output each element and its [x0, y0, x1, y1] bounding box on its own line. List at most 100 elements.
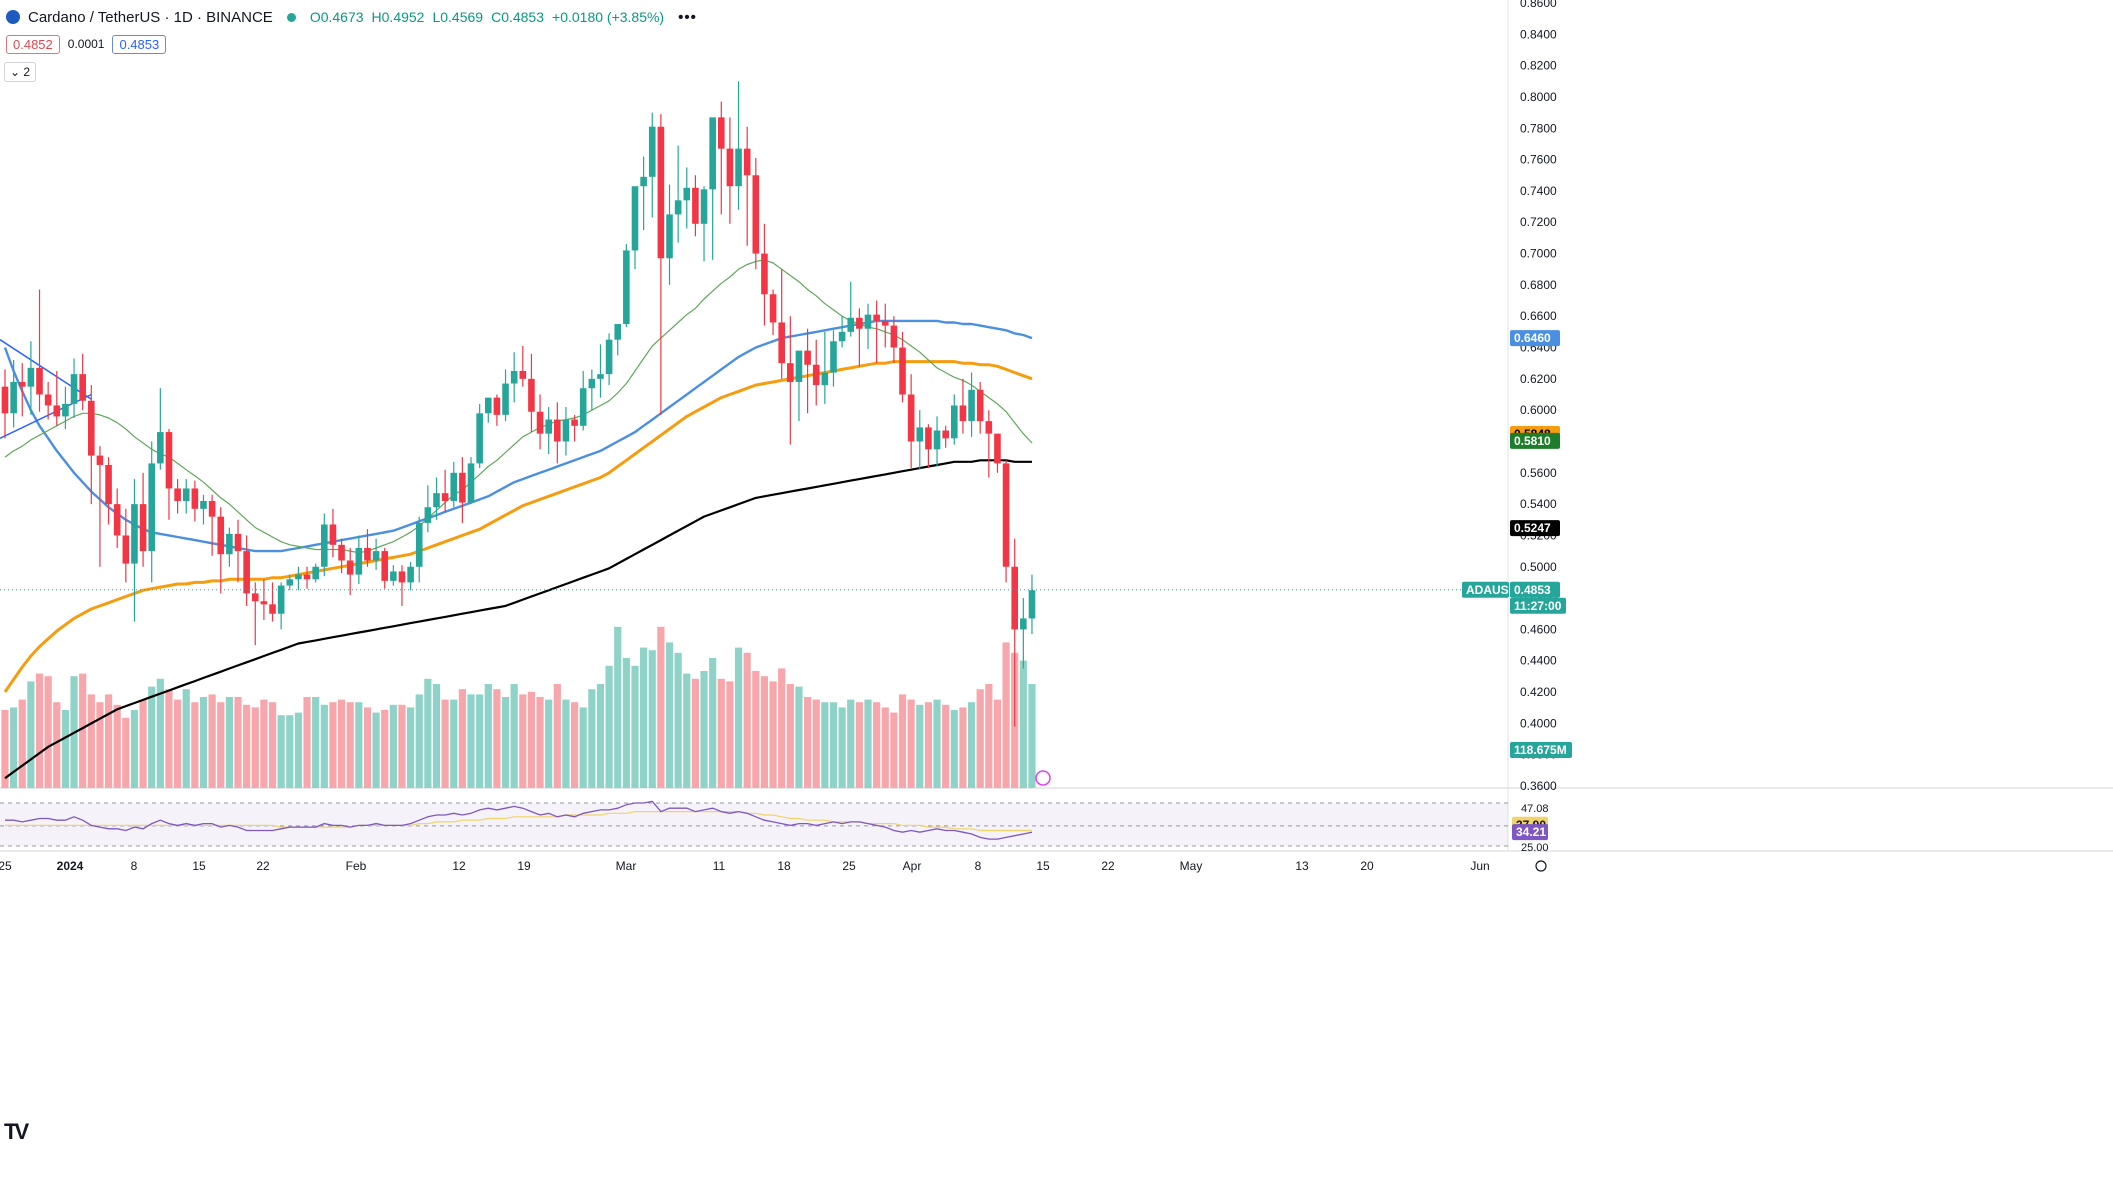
- tradingview-logo[interactable]: TV: [4, 1119, 29, 1144]
- volume-bar: [553, 684, 561, 788]
- volume-bar: [294, 712, 303, 788]
- volume-bar: [260, 699, 268, 788]
- volume-bar: [363, 707, 372, 788]
- candle-body: [62, 403, 69, 417]
- volume-bar: [993, 699, 1002, 788]
- candle-body: [1020, 618, 1027, 630]
- time-axis-label: 25: [0, 859, 12, 873]
- volume-bar: [87, 694, 95, 788]
- candle-body: [174, 488, 181, 501]
- volume-bar: [1, 710, 9, 788]
- ma-fast-price-label-bg: [1510, 432, 1560, 449]
- volume-bar: [829, 702, 838, 788]
- volume-bar: [312, 697, 320, 788]
- volume-bar: [467, 694, 475, 788]
- candle-body: [812, 364, 820, 386]
- candle-body: [459, 472, 466, 503]
- volume-label: 118.675M: [1514, 743, 1567, 757]
- candle-body: [692, 187, 699, 224]
- candle-body: [79, 374, 86, 401]
- volume-bar: [519, 694, 527, 788]
- volume-bar: [622, 658, 630, 788]
- candle-body: [769, 294, 777, 323]
- more-options-icon[interactable]: •••: [678, 8, 697, 26]
- volume-bar: [191, 702, 199, 788]
- time-axis-label: Jun: [1470, 859, 1489, 873]
- candle-body: [148, 463, 156, 552]
- candle-body: [105, 464, 112, 505]
- candle-body: [726, 148, 734, 187]
- volume-bar: [536, 697, 544, 788]
- candle-body: [131, 504, 138, 564]
- last-price-label-bg: [1510, 581, 1560, 598]
- volume-label-bg: [1510, 742, 1572, 758]
- countdown-label: 11:27:00: [1514, 599, 1562, 613]
- volume-bar: [545, 699, 553, 788]
- volume-bar: [148, 686, 156, 788]
- candle-body: [942, 430, 949, 439]
- candle-body: [88, 400, 95, 456]
- candle-body: [821, 372, 829, 386]
- volume-bar: [381, 710, 389, 788]
- volume-bar: [10, 707, 18, 788]
- candle-body: [10, 381, 17, 414]
- volume-bar: [303, 697, 311, 788]
- candle-body: [407, 566, 414, 583]
- time-axis-label: 2024: [57, 859, 84, 873]
- candle-body: [579, 388, 587, 426]
- symbol-price-label-bg: [1462, 581, 1509, 598]
- settings-gear-icon[interactable]: [1535, 860, 1547, 872]
- buy-button[interactable]: 0.4853: [112, 34, 167, 54]
- symbol-header: Cardano / TetherUS · 1D · BINANCE O0.467…: [6, 6, 697, 28]
- candle-body: [830, 341, 837, 373]
- volume-bar: [493, 689, 501, 788]
- volume-bar: [898, 694, 907, 788]
- volume-bar: [614, 626, 622, 788]
- ohlc-low: L0.4569: [432, 9, 484, 25]
- price-tick-label: 0.4200: [1520, 685, 1557, 699]
- volume-bar: [795, 686, 803, 788]
- cardano-logo-icon: [6, 10, 20, 24]
- candle-body: [18, 381, 26, 387]
- volume-bar: [942, 704, 950, 788]
- indicator-collapse-button[interactable]: ⌄ 2: [4, 62, 37, 82]
- candle-body: [605, 339, 613, 375]
- ma-blue-price-label-bg: [1510, 330, 1560, 347]
- volume-bar: [881, 707, 889, 788]
- volume-bar: [950, 710, 958, 788]
- candle-body: [53, 405, 61, 417]
- volume-bar: [907, 699, 915, 788]
- candle-body: [321, 524, 328, 567]
- candle-body: [277, 585, 285, 614]
- candle-body: [70, 374, 78, 404]
- time-axis-label: 25: [842, 859, 856, 873]
- last-price-label: 0.4853: [1514, 583, 1551, 597]
- volume-bar: [1002, 642, 1010, 788]
- candle-body: [683, 187, 691, 201]
- candle-body: [476, 413, 483, 464]
- trade-panel: 0.4852 0.0001 0.4853: [6, 33, 167, 55]
- candle-body: [372, 551, 380, 561]
- rsi-band: [0, 803, 1508, 846]
- price-tick-label: 0.6800: [1520, 278, 1557, 292]
- candle-body: [165, 432, 173, 489]
- candle-body: [666, 214, 673, 259]
- volume-bar: [286, 715, 294, 788]
- volume-bar: [79, 673, 87, 788]
- time-axis-label: 15: [192, 859, 206, 873]
- candle-body: [787, 363, 794, 382]
- candle-body: [795, 350, 803, 382]
- candle-body: [890, 325, 898, 348]
- volume-bar: [864, 699, 872, 788]
- time-axis-label: 13: [1295, 859, 1309, 873]
- candle-body: [657, 126, 665, 259]
- volume-bar: [726, 681, 734, 788]
- ma-orange-line: [3, 360, 1033, 693]
- sell-button[interactable]: 0.4852: [6, 34, 60, 54]
- volume-bar: [527, 691, 536, 788]
- symbol-title[interactable]: Cardano / TetherUS · 1D · BINANCE: [28, 8, 273, 26]
- candle-body: [907, 394, 915, 442]
- price-tick-label: 0.7800: [1520, 121, 1557, 135]
- time-axis-label: Mar: [616, 859, 637, 873]
